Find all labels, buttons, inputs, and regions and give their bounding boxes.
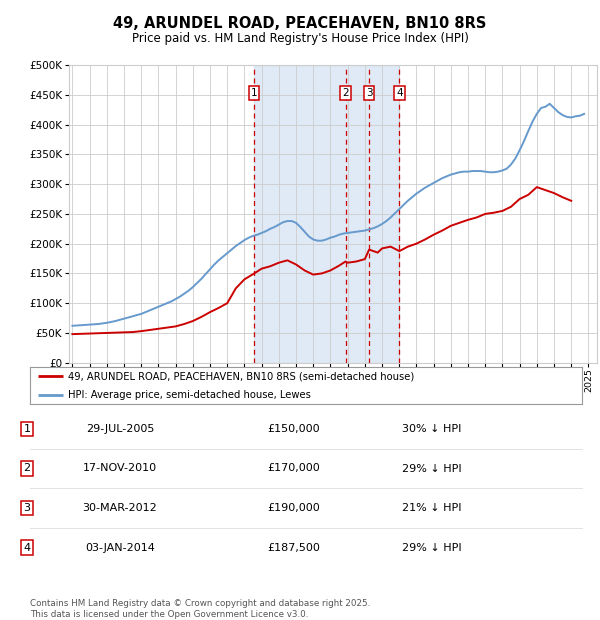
Text: 4: 4 bbox=[396, 88, 403, 98]
Text: 49, ARUNDEL ROAD, PEACEHAVEN, BN10 8RS: 49, ARUNDEL ROAD, PEACEHAVEN, BN10 8RS bbox=[113, 16, 487, 30]
Text: £190,000: £190,000 bbox=[268, 503, 320, 513]
Text: 4: 4 bbox=[23, 542, 31, 552]
Text: 21% ↓ HPI: 21% ↓ HPI bbox=[402, 503, 462, 513]
Text: 2: 2 bbox=[342, 88, 349, 98]
Text: 1: 1 bbox=[23, 424, 31, 434]
Text: £150,000: £150,000 bbox=[268, 424, 320, 434]
Text: Contains HM Land Registry data © Crown copyright and database right 2025.
This d: Contains HM Land Registry data © Crown c… bbox=[30, 600, 370, 619]
Text: £170,000: £170,000 bbox=[268, 464, 320, 474]
Text: 3: 3 bbox=[23, 503, 31, 513]
Text: 3: 3 bbox=[366, 88, 373, 98]
Text: 2: 2 bbox=[23, 464, 31, 474]
Text: 29% ↓ HPI: 29% ↓ HPI bbox=[402, 542, 462, 552]
Text: 17-NOV-2010: 17-NOV-2010 bbox=[83, 464, 157, 474]
Text: HPI: Average price, semi-detached house, Lewes: HPI: Average price, semi-detached house,… bbox=[68, 390, 310, 400]
Text: 03-JAN-2014: 03-JAN-2014 bbox=[85, 542, 155, 552]
Text: 29-JUL-2005: 29-JUL-2005 bbox=[86, 424, 154, 434]
Text: 30-MAR-2012: 30-MAR-2012 bbox=[83, 503, 157, 513]
Text: Price paid vs. HM Land Registry's House Price Index (HPI): Price paid vs. HM Land Registry's House … bbox=[131, 32, 469, 45]
Text: 30% ↓ HPI: 30% ↓ HPI bbox=[403, 424, 461, 434]
Text: 49, ARUNDEL ROAD, PEACEHAVEN, BN10 8RS (semi-detached house): 49, ARUNDEL ROAD, PEACEHAVEN, BN10 8RS (… bbox=[68, 371, 414, 381]
Bar bbox=[254, 65, 400, 363]
Text: £187,500: £187,500 bbox=[268, 542, 320, 552]
Text: 29% ↓ HPI: 29% ↓ HPI bbox=[402, 464, 462, 474]
Text: 1: 1 bbox=[251, 88, 257, 98]
